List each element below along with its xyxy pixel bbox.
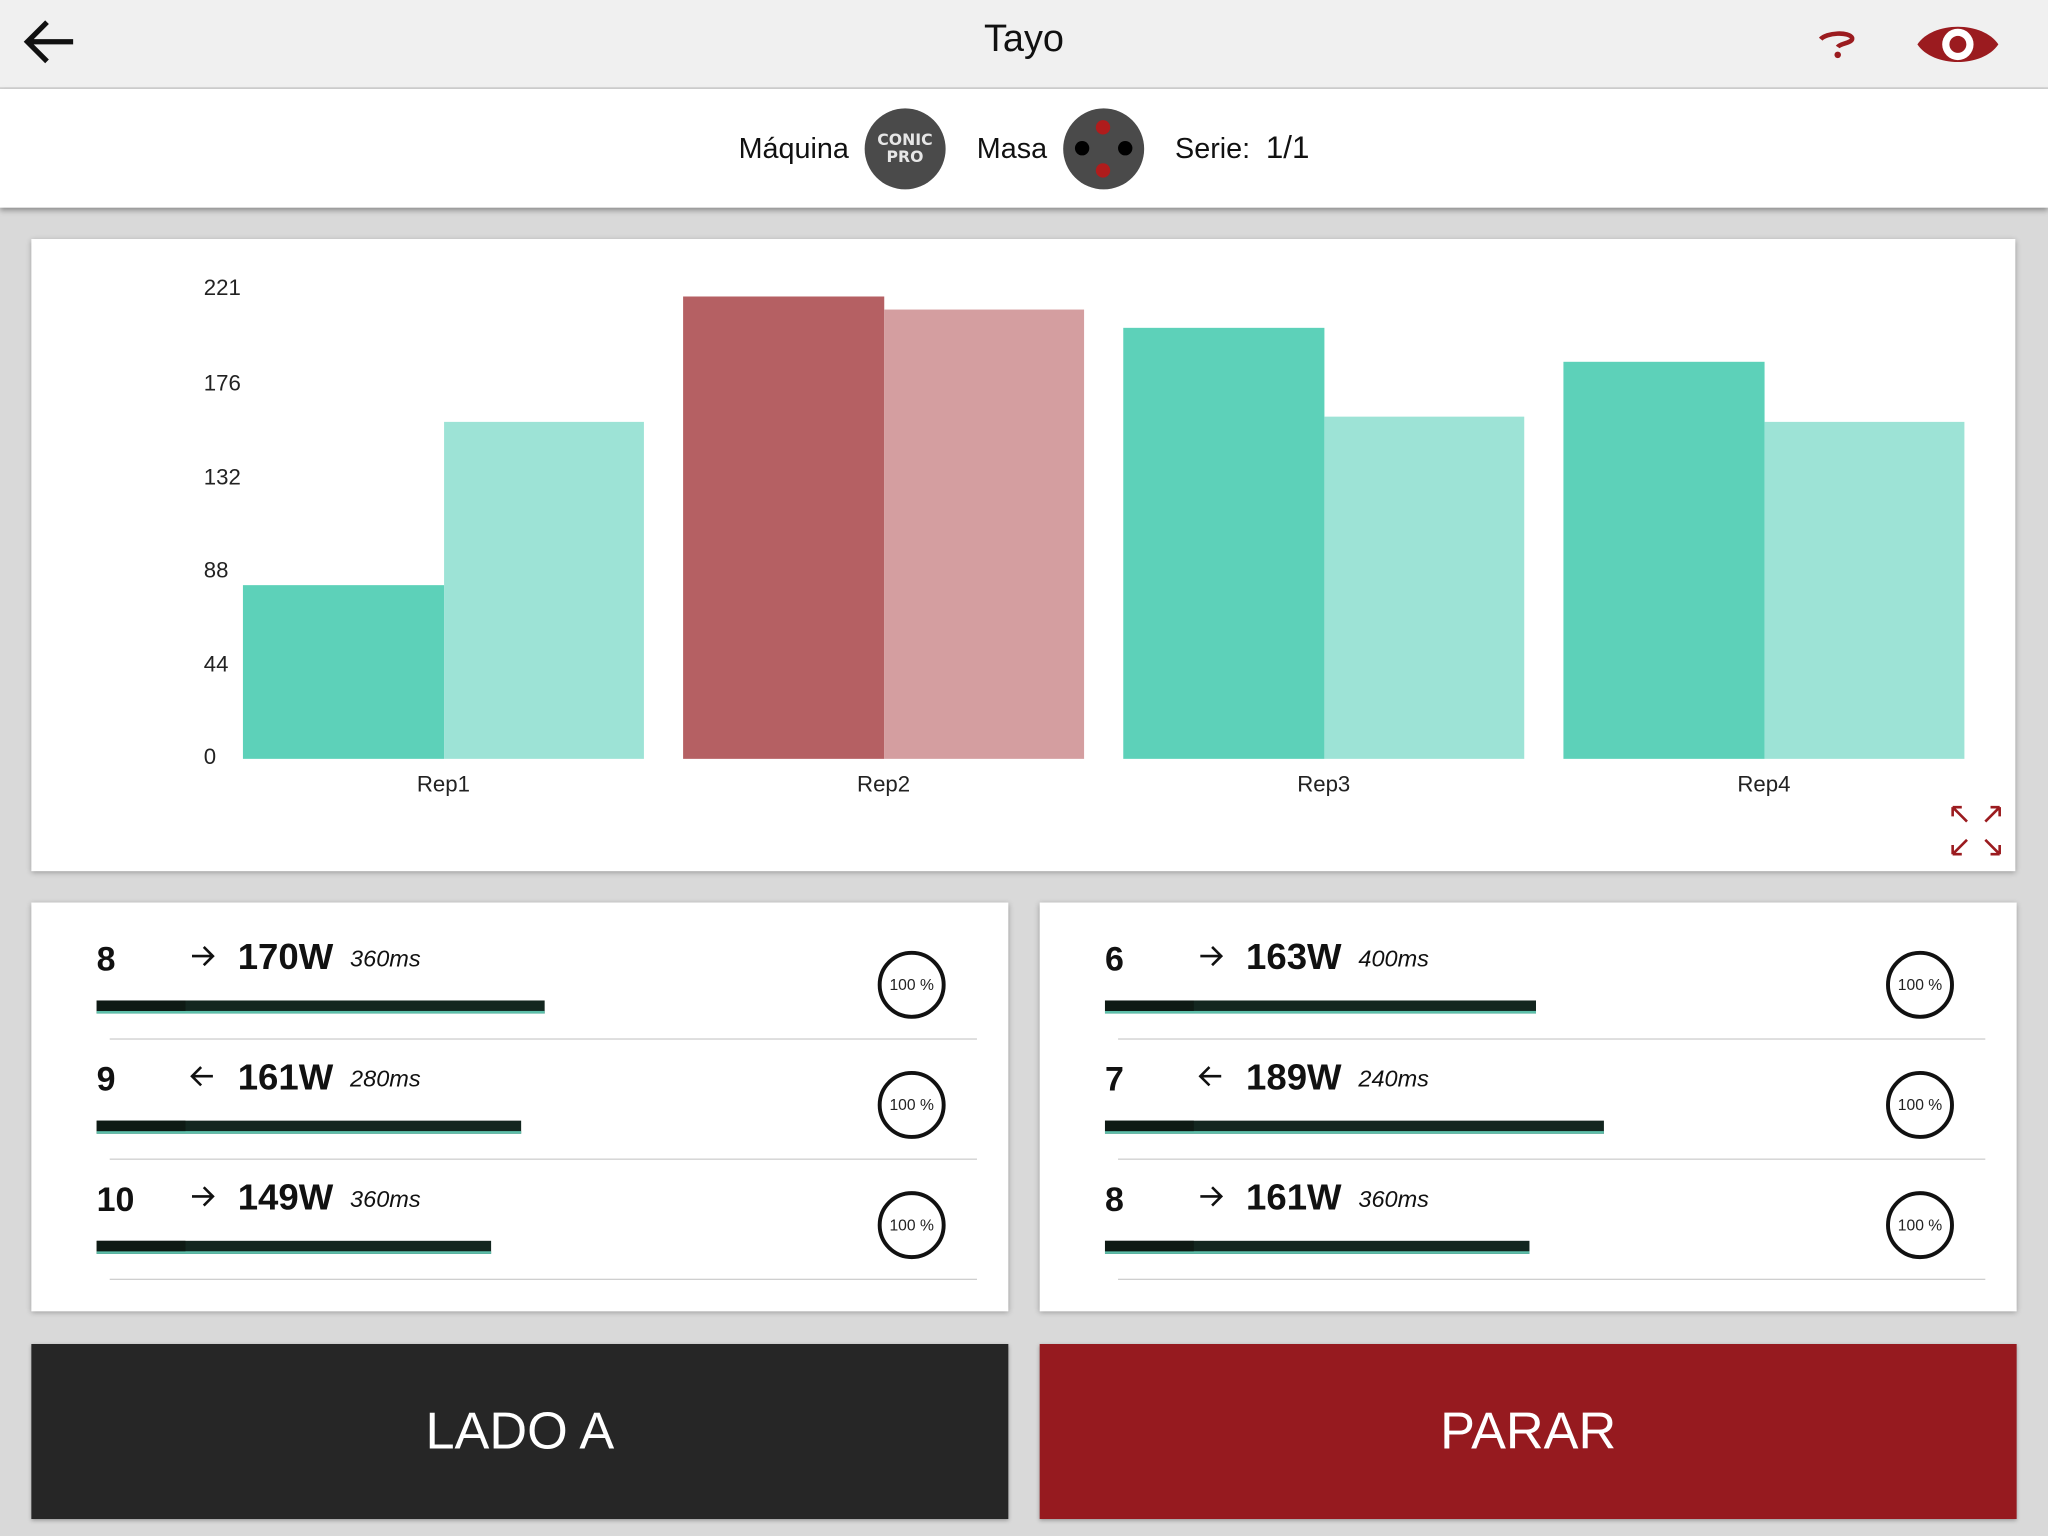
power-bar <box>96 1240 976 1254</box>
power-bar <box>96 1000 976 1014</box>
power-bar-fill <box>1104 1120 1605 1134</box>
rep-power: 170W <box>237 936 334 977</box>
percent-badge: 100 % <box>1886 950 1954 1019</box>
mass-label: Masa <box>976 131 1048 164</box>
row-divider <box>1118 1158 1986 1160</box>
expand-icon[interactable] <box>1949 803 2004 858</box>
arrow-left-icon <box>190 1066 213 1087</box>
bar-rep1-phase-1[interactable] <box>242 584 444 759</box>
serie-label: Serie: <box>1175 131 1251 164</box>
rep-power: 149W <box>237 1176 334 1218</box>
rep-row[interactable]: 8 161W 360ms 100 % <box>1040 1143 2017 1280</box>
rep-number: 9 <box>96 1059 116 1099</box>
bar-rep4-phase-2[interactable] <box>1763 421 1965 759</box>
rep-time: 400ms <box>1358 945 1429 972</box>
rep-row[interactable]: 10 149W 360ms 100 % <box>31 1143 1008 1280</box>
row-divider <box>109 1278 977 1280</box>
y-tick-label: 0 <box>203 744 217 770</box>
power-bar <box>1104 1120 1984 1134</box>
bar-rep4-phase-1[interactable] <box>1563 362 1764 759</box>
percent-badge: 100 % <box>877 1191 946 1260</box>
rep-number: 6 <box>1104 939 1124 979</box>
rep-power: 161W <box>1246 1176 1342 1218</box>
rep-power: 189W <box>1246 1056 1342 1098</box>
arrow-right-icon <box>1200 1186 1224 1207</box>
y-tick-label: 221 <box>203 275 241 301</box>
power-bar-fill <box>96 1000 545 1014</box>
y-tick-label: 88 <box>203 557 229 583</box>
rep-number: 10 <box>96 1179 135 1219</box>
row-divider <box>1118 1278 1986 1280</box>
rep-number: 8 <box>96 939 116 979</box>
power-bar <box>1104 1240 1984 1254</box>
row-divider <box>1118 1038 1986 1040</box>
row-divider <box>109 1038 977 1040</box>
right-reps-panel: 6 163W 400ms 100 % 7 189W 240ms 100 % 8 161W 360ms… <box>1039 902 2017 1312</box>
power-bar <box>96 1120 976 1134</box>
bar-rep1-phase-2[interactable] <box>443 421 644 759</box>
percent-badge: 100 % <box>877 1071 946 1139</box>
percent-badge: 100 % <box>1886 1191 1954 1260</box>
y-tick-label: 132 <box>203 464 241 490</box>
mass-disc-icon[interactable] <box>1062 107 1144 189</box>
rep-row[interactable]: 9 161W 280ms 100 % <box>31 1023 1008 1160</box>
power-bar-fill <box>96 1120 522 1134</box>
question-icon[interactable] <box>1813 24 1860 63</box>
reps-bar-chart: 0 44 88 132 176 221 Rep1 Rep2 Rep3 Rep4 <box>31 239 2016 872</box>
rep-number: 8 <box>1104 1179 1124 1219</box>
rep-time: 360ms <box>1358 1185 1429 1213</box>
serie-value: 1/1 <box>1265 129 1310 166</box>
arrow-right-icon <box>1200 946 1224 967</box>
rep-row[interactable]: 6 163W 400ms 100 % <box>1040 903 2017 1040</box>
bar-rep3-phase-2[interactable] <box>1323 417 1525 759</box>
rep-number: 7 <box>1104 1059 1124 1099</box>
rep-power: 163W <box>1246 936 1342 977</box>
rep-time: 360ms <box>350 945 421 972</box>
rep-time: 280ms <box>350 1065 421 1092</box>
power-bar <box>1104 1000 1984 1014</box>
machine-badge[interactable]: CONIC PRO <box>864 107 946 189</box>
arrow-left-icon[interactable] <box>21 16 78 68</box>
rep-time: 240ms <box>1358 1065 1429 1092</box>
session-info-bar: Máquina CONIC PRO Masa Serie: 1/1 <box>0 88 2048 208</box>
percent-badge: 100 % <box>877 950 946 1019</box>
rep-row[interactable]: 7 189W 240ms 100 % <box>1040 1023 2017 1160</box>
x-tick-label: Rep2 <box>857 771 911 797</box>
rep-time: 360ms <box>350 1185 421 1213</box>
arrow-right-icon <box>191 946 215 967</box>
arrow-left-icon <box>1198 1066 1222 1087</box>
stop-button[interactable]: PARAR <box>1039 1343 2017 1520</box>
y-tick-label: 44 <box>203 651 229 676</box>
eye-icon[interactable] <box>1915 16 2001 73</box>
machine-badge-line2: PRO <box>886 146 924 166</box>
rep-row[interactable]: 8 170W 360ms 100 % <box>31 903 1008 1040</box>
side-a-button[interactable]: LADO A <box>31 1343 1009 1520</box>
x-tick-label: Rep3 <box>1297 771 1351 797</box>
percent-badge: 100 % <box>1886 1071 1954 1139</box>
top-bar: Tayo <box>0 0 2048 89</box>
arrow-right-icon <box>191 1186 215 1207</box>
bar-rep2-phase-1[interactable] <box>683 296 884 759</box>
page-title: Tayo <box>983 18 1064 61</box>
machine-badge-line1: CONIC <box>877 129 933 149</box>
bar-rep3-phase-1[interactable] <box>1123 328 1324 759</box>
rep-power: 161W <box>237 1056 334 1098</box>
power-bar-fill <box>96 1240 492 1254</box>
bar-rep2-phase-2[interactable] <box>883 309 1085 759</box>
x-tick-label: Rep4 <box>1737 771 1791 797</box>
power-bar-fill <box>1104 1240 1530 1254</box>
machine-label: Máquina <box>738 131 849 164</box>
power-bar-fill <box>1104 1000 1536 1014</box>
y-tick-label: 176 <box>203 371 241 396</box>
row-divider <box>109 1158 977 1160</box>
x-tick-label: Rep1 <box>416 771 470 797</box>
left-reps-panel: 8 170W 360ms 100 % 9 161W 280ms 100 % 10 149W 360m… <box>31 902 1009 1312</box>
